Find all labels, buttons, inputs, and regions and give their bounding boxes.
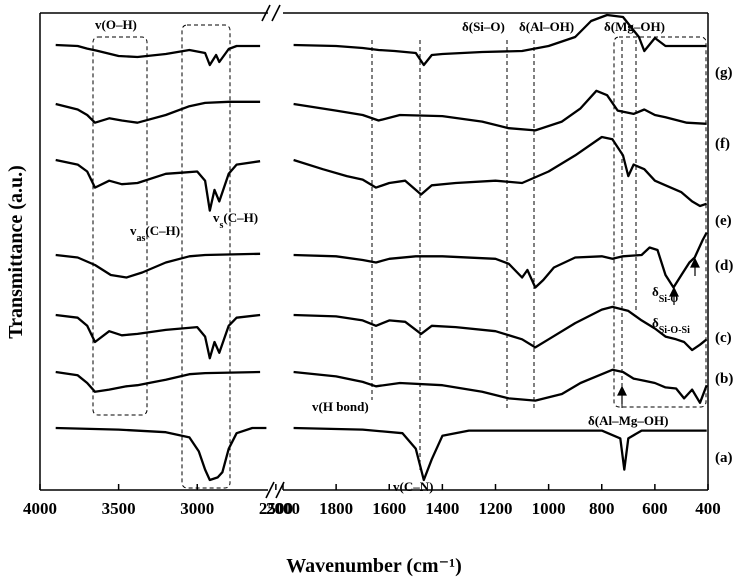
- series-line-c-right: [293, 305, 708, 352]
- y-axis-title: Transmittance (a.u.): [5, 165, 27, 339]
- series-group: [55, 13, 708, 482]
- label-g: (g): [715, 65, 733, 81]
- ann-v-cn: v(C–N): [393, 479, 433, 494]
- annotation-guides: [92, 24, 707, 489]
- ann-d-sio: δ(Si–O): [462, 19, 505, 34]
- series-line-a-right: [293, 426, 707, 482]
- x-tick-label-4000: 4000: [23, 499, 57, 518]
- x-tick-label-1600: 1600: [372, 499, 406, 518]
- x-tick-label-800: 800: [589, 499, 615, 518]
- series-line-g-left: [55, 43, 261, 67]
- x-axis-title: Wavenumber (cm⁻¹): [286, 555, 462, 577]
- series-line-b-left: [55, 370, 261, 393]
- series-line-a-left: [55, 426, 267, 482]
- series-line-c-left: [55, 313, 261, 360]
- ann-d-sio-low: δSi-O: [652, 284, 678, 305]
- x-tick-label-3500: 3500: [102, 499, 136, 518]
- series-line-d-left: [55, 252, 261, 279]
- label-d: (d): [715, 258, 733, 274]
- x-tick-label-1000: 1000: [532, 499, 566, 518]
- ann-d-siosi: δSi-O-Si: [652, 315, 690, 336]
- curve-labels: (g) (f) (e) (d) (c) (b) (a): [715, 65, 733, 466]
- series-line-e-right: [293, 135, 708, 208]
- ann-vas-ch: vas(C–H): [130, 223, 180, 244]
- series-line-f-left: [55, 100, 261, 124]
- label-e: (e): [715, 213, 732, 229]
- x-tick-label-400: 400: [695, 499, 721, 518]
- annotations: v(O–H) vas(C–H) vs(C–H) v(H bond) v(C–N)…: [95, 17, 690, 494]
- oh-region-box: [92, 36, 148, 416]
- annotation-arrows: [617, 257, 700, 404]
- x-ticks: [39, 484, 709, 490]
- series-line-d-right: [293, 231, 708, 289]
- series-line-e-left: [55, 158, 261, 212]
- ann-vs-ch: vs(C–H): [213, 210, 258, 231]
- series-line-g-right: [293, 13, 707, 67]
- axis-break-bottom: [265, 481, 285, 499]
- axis-break-top: [261, 4, 281, 22]
- x-tick-label-3000: 3000: [180, 499, 214, 518]
- label-f: (f): [715, 136, 730, 152]
- label-a: (a): [715, 450, 733, 466]
- ann-d-mgoh: δ(Mg–OH): [604, 19, 665, 34]
- x-tick-label-2500: 2500: [259, 499, 293, 518]
- ann-v-oh: v(O–H): [95, 17, 137, 32]
- x-tick-label-1800: 1800: [319, 499, 353, 518]
- plot-frame: [39, 12, 709, 491]
- ann-d-almgoh: δ(Al–Mg–OH): [588, 413, 668, 428]
- series-line-b-right: [293, 368, 708, 404]
- series-line-f-right: [293, 89, 707, 132]
- x-tick-label-2000: 2000: [266, 499, 300, 518]
- ch-region-box: [181, 24, 231, 489]
- x-tick-label-1200: 1200: [479, 499, 513, 518]
- x-tick-label-1400: 1400: [425, 499, 459, 518]
- ann-d-aloh: δ(Al–OH): [519, 19, 574, 34]
- label-c: (c): [715, 330, 732, 346]
- label-b: (b): [715, 371, 733, 387]
- x-tick-label-600: 600: [642, 499, 668, 518]
- low-region-box: [613, 36, 707, 408]
- ann-v-hbond: v(H bond): [312, 399, 369, 414]
